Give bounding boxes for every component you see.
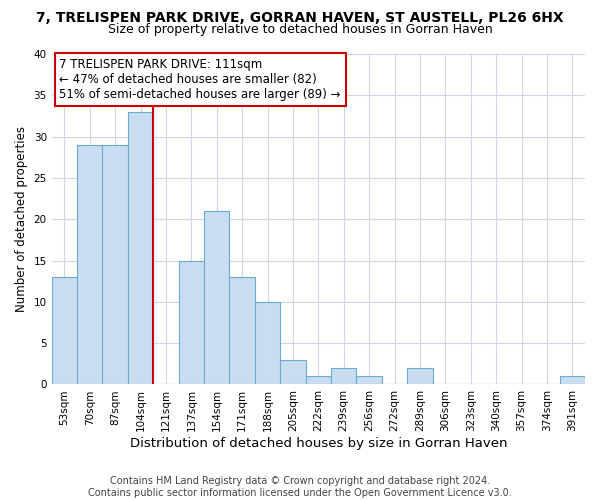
Bar bbox=[356, 376, 382, 384]
Text: Size of property relative to detached houses in Gorran Haven: Size of property relative to detached ho… bbox=[107, 22, 493, 36]
Bar bbox=[204, 211, 229, 384]
Bar bbox=[407, 368, 433, 384]
Y-axis label: Number of detached properties: Number of detached properties bbox=[15, 126, 28, 312]
Bar bbox=[52, 277, 77, 384]
Bar bbox=[128, 112, 153, 384]
Bar bbox=[560, 376, 585, 384]
Bar bbox=[103, 145, 128, 384]
X-axis label: Distribution of detached houses by size in Gorran Haven: Distribution of detached houses by size … bbox=[130, 437, 507, 450]
Bar bbox=[305, 376, 331, 384]
Bar bbox=[77, 145, 103, 384]
Bar bbox=[331, 368, 356, 384]
Text: 7 TRELISPEN PARK DRIVE: 111sqm
← 47% of detached houses are smaller (82)
51% of : 7 TRELISPEN PARK DRIVE: 111sqm ← 47% of … bbox=[59, 58, 341, 101]
Bar bbox=[280, 360, 305, 384]
Text: 7, TRELISPEN PARK DRIVE, GORRAN HAVEN, ST AUSTELL, PL26 6HX: 7, TRELISPEN PARK DRIVE, GORRAN HAVEN, S… bbox=[36, 11, 564, 25]
Bar bbox=[229, 277, 255, 384]
Text: Contains HM Land Registry data © Crown copyright and database right 2024.
Contai: Contains HM Land Registry data © Crown c… bbox=[88, 476, 512, 498]
Bar bbox=[255, 302, 280, 384]
Bar bbox=[179, 260, 204, 384]
